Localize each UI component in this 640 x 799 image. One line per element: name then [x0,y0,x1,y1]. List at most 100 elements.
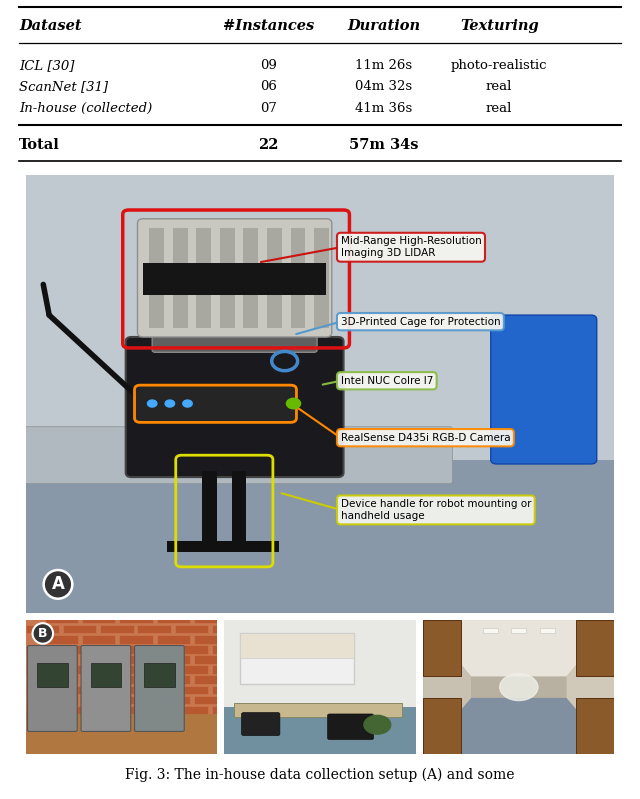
Text: A: A [52,575,65,594]
Bar [175,666,208,674]
FancyBboxPatch shape [134,646,184,731]
Bar [149,228,164,328]
Bar [576,698,614,754]
Bar [483,628,498,634]
Bar [291,228,305,328]
Bar [138,706,171,714]
Text: photo-realistic: photo-realistic [451,59,547,72]
Bar [157,696,190,704]
Bar [138,686,171,694]
Text: In-house (collected): In-house (collected) [19,101,152,114]
Bar [100,666,134,674]
FancyBboxPatch shape [134,385,296,423]
Bar [511,628,527,634]
Bar [119,696,153,704]
Polygon shape [423,620,471,754]
Bar [157,675,190,684]
Bar [267,228,282,328]
Bar [175,625,208,634]
Bar [423,698,461,754]
Text: Intel NUC CoIre I7: Intel NUC CoIre I7 [340,376,433,386]
Bar [45,696,78,704]
Bar [157,655,190,664]
FancyBboxPatch shape [81,646,131,731]
Text: Device handle for robot mounting or
handheld usage: Device handle for robot mounting or hand… [340,499,531,521]
Bar [157,635,190,643]
Bar [82,675,115,684]
Text: RealSense D435i RGB-D Camera: RealSense D435i RGB-D Camera [340,433,510,443]
Bar [212,706,245,714]
FancyBboxPatch shape [152,322,317,352]
Bar [26,714,217,754]
Bar [194,696,227,704]
Text: Duration: Duration [348,19,420,34]
Bar [234,703,402,717]
Circle shape [364,715,391,734]
Bar [119,655,153,664]
Bar [45,655,78,664]
Circle shape [183,400,192,407]
Bar [225,620,415,707]
Text: Total: Total [19,138,60,152]
FancyBboxPatch shape [28,646,77,731]
FancyBboxPatch shape [242,713,280,735]
Text: 06: 06 [260,81,277,93]
Bar [26,686,59,694]
Bar [26,625,59,634]
Circle shape [147,400,157,407]
Bar [37,663,68,687]
Bar [240,634,355,685]
Text: 57m 34s: 57m 34s [349,138,419,152]
Text: real: real [486,81,513,93]
Bar [138,646,171,654]
Text: 22: 22 [259,138,279,152]
Text: 3D-Printed Cage for Protection: 3D-Printed Cage for Protection [340,316,500,327]
Polygon shape [566,620,614,754]
Bar [423,620,461,677]
Bar [100,625,134,634]
Bar [144,663,175,687]
Bar [212,646,245,654]
Text: Dataset: Dataset [19,19,82,34]
Bar [173,228,188,328]
Bar [82,655,115,664]
Bar [138,625,171,634]
Bar [63,625,97,634]
Text: #Instances: #Instances [223,19,314,34]
Text: 11m 26s: 11m 26s [355,59,413,72]
Bar [220,228,235,328]
Bar [232,471,246,547]
Bar [196,228,211,328]
Bar [243,228,258,328]
Text: 04m 32s: 04m 32s [355,81,413,93]
Bar [45,615,78,623]
Bar [138,666,171,674]
Bar [26,706,59,714]
Bar [212,686,245,694]
Bar [175,706,208,714]
Bar [194,615,227,623]
Bar [26,666,59,674]
Bar [100,706,134,714]
FancyBboxPatch shape [138,219,332,337]
Bar [63,646,97,654]
Bar [194,635,227,643]
Bar [119,675,153,684]
Bar [231,655,264,664]
Bar [212,625,245,634]
Bar [231,675,264,684]
Bar [231,615,264,623]
Bar [119,615,153,623]
Polygon shape [423,620,614,677]
Bar [26,459,614,613]
Bar [175,686,208,694]
Bar [314,228,329,328]
FancyBboxPatch shape [491,315,596,464]
Circle shape [165,400,175,407]
Bar [175,646,208,654]
Bar [540,628,555,634]
Bar [26,175,614,459]
Bar [576,620,614,677]
Text: 07: 07 [260,101,277,114]
Text: 09: 09 [260,59,277,72]
